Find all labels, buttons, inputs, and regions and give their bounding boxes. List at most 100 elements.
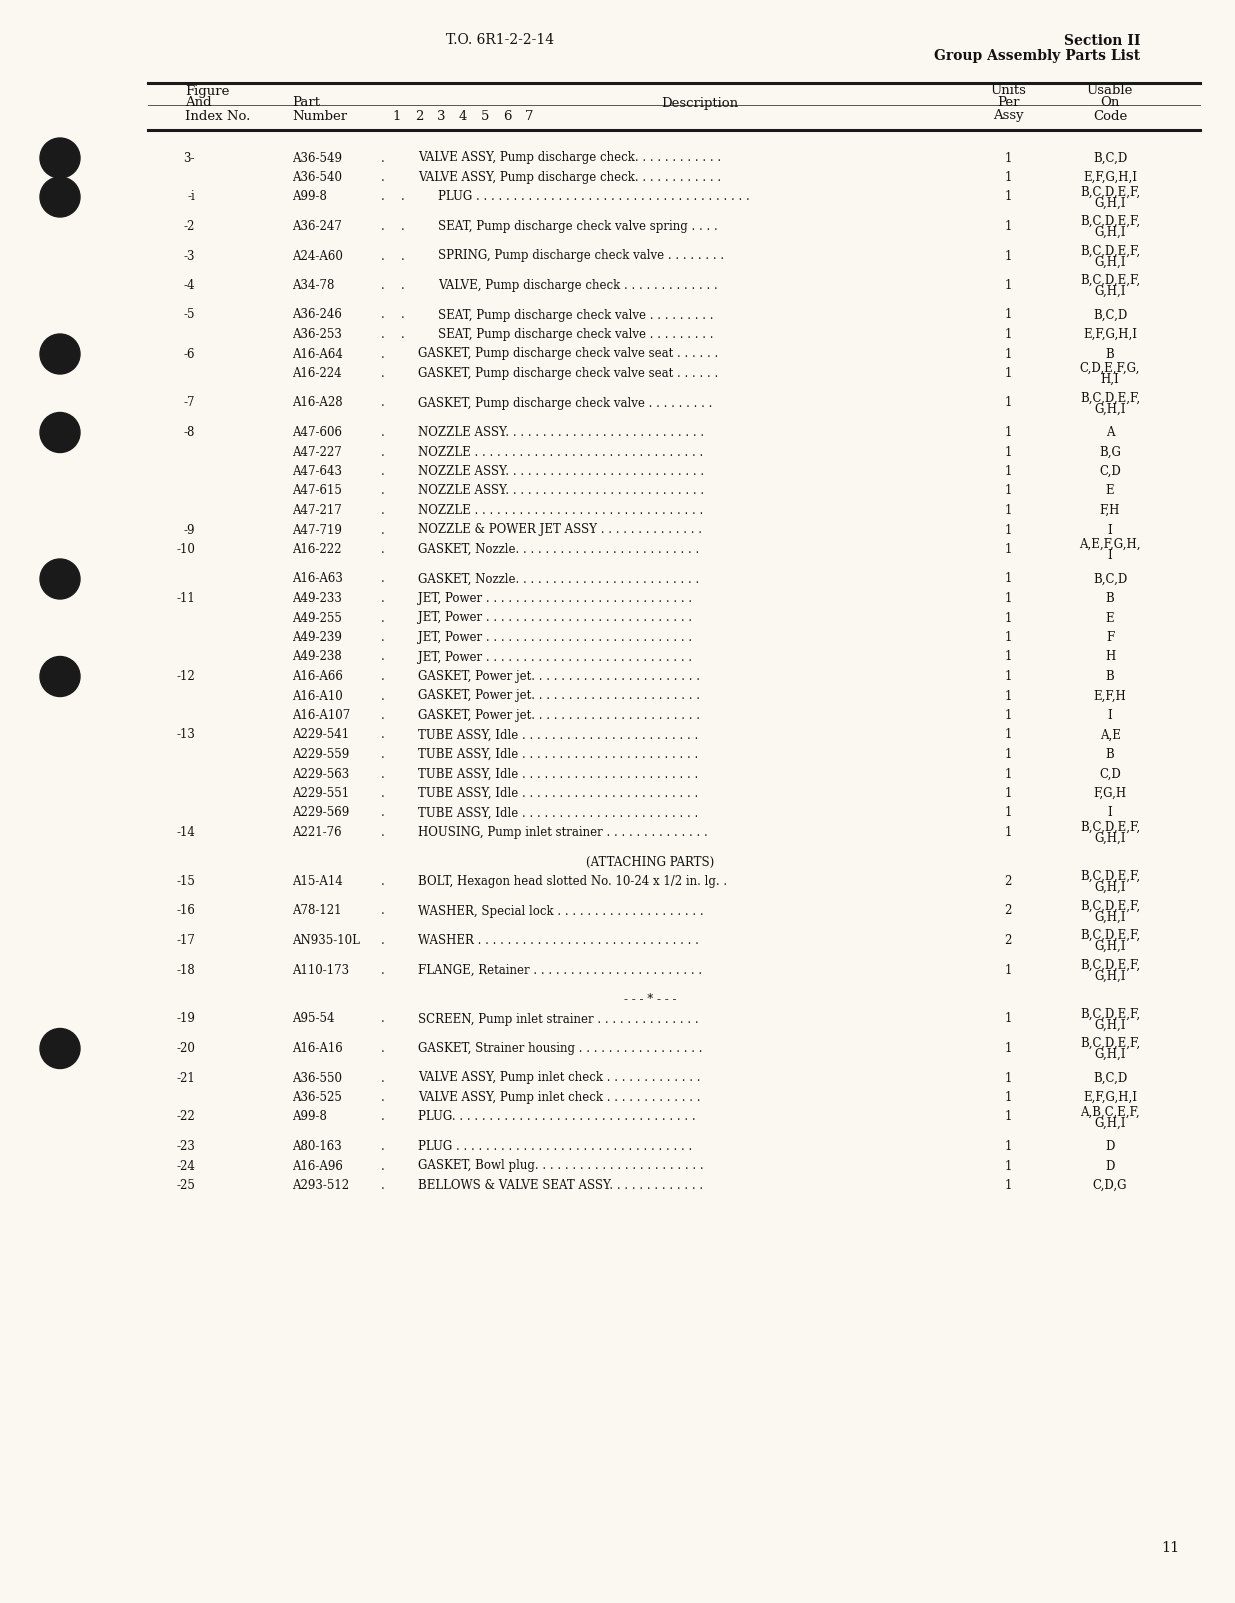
- Text: HOUSING, Pump inlet strainer . . . . . . . . . . . . . .: HOUSING, Pump inlet strainer . . . . . .…: [417, 826, 708, 838]
- Text: G,H,I: G,H,I: [1094, 832, 1126, 845]
- Text: .: .: [382, 572, 385, 585]
- Text: .: .: [382, 1013, 385, 1026]
- Text: GASKET, Pump discharge check valve . . . . . . . . .: GASKET, Pump discharge check valve . . .…: [417, 396, 713, 409]
- Text: -8: -8: [184, 426, 195, 439]
- Text: G,H,I: G,H,I: [1094, 970, 1126, 983]
- Text: JET, Power . . . . . . . . . . . . . . . . . . . . . . . . . . . .: JET, Power . . . . . . . . . . . . . . .…: [417, 632, 692, 644]
- Text: 1: 1: [1004, 543, 1011, 556]
- Text: .: .: [382, 1092, 385, 1104]
- Text: -19: -19: [177, 1013, 195, 1026]
- Text: B,C,D,E,F,: B,C,D,E,F,: [1079, 870, 1140, 883]
- Text: .: .: [382, 503, 385, 518]
- Text: 1: 1: [1004, 611, 1011, 625]
- Text: .: .: [382, 651, 385, 664]
- Text: A49-233: A49-233: [291, 592, 342, 604]
- Text: JET, Power . . . . . . . . . . . . . . . . . . . . . . . . . . . .: JET, Power . . . . . . . . . . . . . . .…: [417, 611, 692, 625]
- Text: .: .: [382, 787, 385, 800]
- Text: -3: -3: [184, 250, 195, 263]
- Text: NOZZLE ASSY. . . . . . . . . . . . . . . . . . . . . . . . . . .: NOZZLE ASSY. . . . . . . . . . . . . . .…: [417, 465, 704, 478]
- Text: G,H,I: G,H,I: [1094, 285, 1126, 298]
- Text: 1: 1: [1004, 632, 1011, 644]
- Text: A293-512: A293-512: [291, 1178, 350, 1193]
- Text: .: .: [382, 348, 385, 361]
- Text: 1: 1: [1004, 651, 1011, 664]
- Text: .: .: [382, 689, 385, 702]
- Text: .: .: [382, 875, 385, 888]
- Text: -7: -7: [184, 396, 195, 409]
- Text: .: .: [382, 632, 385, 644]
- Text: B,C,D,E,F,: B,C,D,E,F,: [1079, 899, 1140, 912]
- Text: .: .: [382, 426, 385, 439]
- Text: B,C,D,E,F,: B,C,D,E,F,: [1079, 274, 1140, 287]
- Text: A36-525: A36-525: [291, 1092, 342, 1104]
- Text: .: .: [382, 1111, 385, 1124]
- Text: 6: 6: [503, 109, 511, 122]
- Text: TUBE ASSY, Idle . . . . . . . . . . . . . . . . . . . . . . . .: TUBE ASSY, Idle . . . . . . . . . . . . …: [417, 749, 698, 761]
- Text: 3-: 3-: [184, 152, 195, 165]
- Text: 1: 1: [1004, 592, 1011, 604]
- Text: F,G,H: F,G,H: [1093, 787, 1126, 800]
- Text: A78-121: A78-121: [291, 904, 342, 917]
- Text: On: On: [1100, 96, 1120, 109]
- Text: A36-550: A36-550: [291, 1071, 342, 1085]
- Text: 7: 7: [525, 109, 534, 122]
- Text: B,C,D,E,F,: B,C,D,E,F,: [1079, 186, 1140, 199]
- Text: 1: 1: [1004, 329, 1011, 341]
- Text: GASKET, Strainer housing . . . . . . . . . . . . . . . . .: GASKET, Strainer housing . . . . . . . .…: [417, 1042, 703, 1055]
- Text: Per: Per: [997, 96, 1019, 109]
- Text: 1: 1: [1004, 172, 1011, 184]
- Text: H: H: [1105, 651, 1115, 664]
- Text: 1: 1: [1004, 826, 1011, 838]
- Text: 1: 1: [1004, 396, 1011, 409]
- Text: Group Assembly Parts List: Group Assembly Parts List: [934, 50, 1140, 63]
- Text: A16-A96: A16-A96: [291, 1159, 343, 1172]
- Text: G,H,I: G,H,I: [1094, 1048, 1126, 1061]
- Text: (ATTACHING PARTS): (ATTACHING PARTS): [585, 856, 714, 869]
- Text: C,D: C,D: [1099, 465, 1121, 478]
- Text: 1: 1: [393, 109, 401, 122]
- Text: B,C,D,E,F,: B,C,D,E,F,: [1079, 930, 1140, 943]
- Text: A221-76: A221-76: [291, 826, 342, 838]
- Circle shape: [40, 657, 80, 696]
- Text: 1: 1: [1004, 1159, 1011, 1172]
- Text: -13: -13: [177, 728, 195, 742]
- Text: D: D: [1105, 1159, 1115, 1172]
- Text: GASKET, Power jet. . . . . . . . . . . . . . . . . . . . . . .: GASKET, Power jet. . . . . . . . . . . .…: [417, 670, 700, 683]
- Text: A16-224: A16-224: [291, 367, 342, 380]
- Text: .: .: [382, 396, 385, 409]
- Text: G,H,I: G,H,I: [1094, 939, 1126, 954]
- Text: A34-78: A34-78: [291, 279, 335, 292]
- Circle shape: [40, 412, 80, 452]
- Text: TUBE ASSY, Idle . . . . . . . . . . . . . . . . . . . . . . . .: TUBE ASSY, Idle . . . . . . . . . . . . …: [417, 728, 698, 742]
- Text: .: .: [382, 524, 385, 537]
- Text: NOZZLE ASSY. . . . . . . . . . . . . . . . . . . . . . . . . . .: NOZZLE ASSY. . . . . . . . . . . . . . .…: [417, 484, 704, 497]
- Text: And: And: [185, 96, 211, 109]
- Text: Index No.: Index No.: [185, 109, 251, 122]
- Text: GASKET, Bowl plug. . . . . . . . . . . . . . . . . . . . . . .: GASKET, Bowl plug. . . . . . . . . . . .…: [417, 1159, 704, 1172]
- Text: A95-54: A95-54: [291, 1013, 335, 1026]
- Text: .: .: [382, 611, 385, 625]
- Text: .: .: [382, 935, 385, 947]
- Text: Usable: Usable: [1087, 85, 1134, 98]
- Text: .: .: [401, 279, 405, 292]
- Text: -15: -15: [177, 875, 195, 888]
- Text: Part: Part: [291, 96, 320, 109]
- Text: -17: -17: [177, 935, 195, 947]
- Text: G,H,I: G,H,I: [1094, 1018, 1126, 1031]
- Text: I: I: [1108, 548, 1113, 563]
- Text: JET, Power . . . . . . . . . . . . . . . . . . . . . . . . . . . .: JET, Power . . . . . . . . . . . . . . .…: [417, 592, 692, 604]
- Text: .: .: [382, 1159, 385, 1172]
- Text: A16-A64: A16-A64: [291, 348, 343, 361]
- Text: B: B: [1105, 592, 1114, 604]
- Text: -14: -14: [177, 826, 195, 838]
- Text: 1: 1: [1004, 279, 1011, 292]
- Text: 1: 1: [1004, 768, 1011, 781]
- Text: A16-A63: A16-A63: [291, 572, 343, 585]
- Text: B: B: [1105, 348, 1114, 361]
- Text: Assy: Assy: [993, 109, 1024, 122]
- Text: -23: -23: [177, 1140, 195, 1153]
- Text: E,F,H: E,F,H: [1094, 689, 1126, 702]
- Text: 1: 1: [1004, 963, 1011, 976]
- Text: A229-563: A229-563: [291, 768, 350, 781]
- Text: A47-227: A47-227: [291, 446, 342, 458]
